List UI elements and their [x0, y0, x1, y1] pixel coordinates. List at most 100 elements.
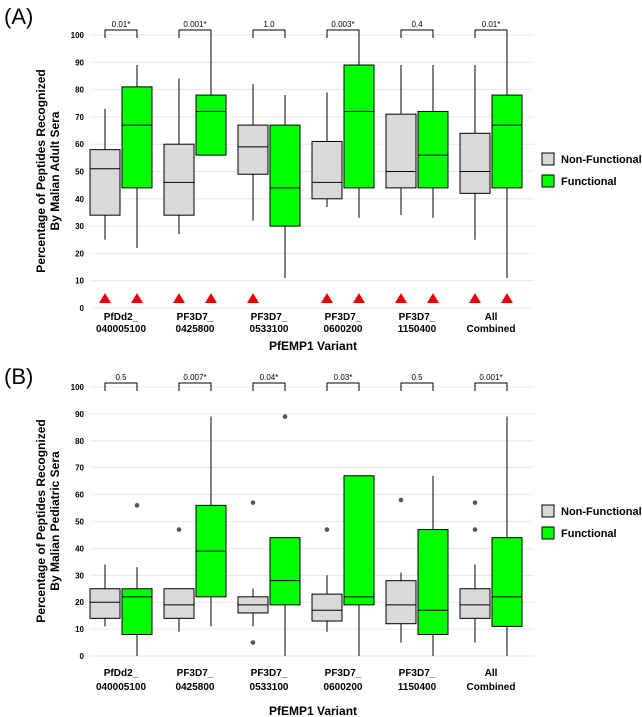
outlier-point [472, 500, 478, 505]
x-category-label: 1150400 [398, 682, 437, 693]
box-functional [269, 124, 301, 227]
y-tick-label: 40 [75, 195, 84, 204]
box-non-functional [459, 588, 491, 619]
legend-swatch [541, 174, 555, 188]
y-tick-label: 100 [71, 31, 85, 40]
y-tick-label: 90 [75, 58, 84, 67]
x-category-label: PF3D7_ [325, 668, 362, 679]
panel-b: (B) 0 10 20 30 40 50 60 70 80 90 100 0.5 0.007* 0.04* 0… [4, 364, 642, 717]
x-category-label: All [485, 668, 498, 679]
box-functional [121, 588, 153, 635]
y-axis-title: By Malian Pediatric Sera [48, 451, 62, 591]
x-category-label: 0600200 [324, 324, 363, 335]
x-category-label: 0600200 [324, 682, 363, 693]
x-category-label: 0533100 [250, 682, 289, 693]
box-functional [491, 537, 523, 627]
p-value-label: 0.04* [260, 373, 279, 382]
p-value-label: 0.007* [183, 373, 206, 382]
red-triangle-marker [469, 293, 481, 303]
significance-bracket [326, 382, 360, 391]
x-category-label: PfDd2_ [104, 312, 139, 323]
red-triangle-marker [205, 293, 217, 303]
box-non-functional [311, 593, 343, 622]
x-category-label: 0425800 [176, 324, 215, 335]
panel-label: (A) [4, 4, 33, 29]
x-category-label: PF3D7_ [177, 668, 214, 679]
y-tick-label: 70 [75, 113, 84, 122]
box-functional [491, 94, 523, 189]
significance-bracket [400, 29, 434, 38]
p-value-label: 0.5 [411, 373, 423, 382]
box-non-functional [163, 588, 195, 619]
x-category-label: PF3D7_ [251, 668, 288, 679]
legend-label: Non-Functional [561, 154, 642, 166]
box-functional [417, 529, 449, 635]
x-category-label: PF3D7_ [325, 312, 362, 323]
significance-bracket [252, 382, 286, 391]
y-tick-label: 90 [75, 410, 84, 419]
x-category-label: 1150400 [398, 324, 437, 335]
y-tick-label: 20 [75, 249, 84, 258]
significance-bracket [326, 29, 360, 38]
box-non-functional [237, 124, 269, 175]
box-functional [343, 64, 375, 189]
p-value-label: 0.003* [331, 20, 354, 29]
outlier-point [134, 503, 140, 508]
red-triangle-marker [247, 293, 259, 303]
significance-bracket [400, 382, 434, 391]
box-non-functional [163, 143, 195, 216]
box-functional [343, 475, 375, 606]
p-value-label: 0.03* [334, 373, 353, 382]
outlier-point [250, 500, 256, 505]
outlier-point [176, 527, 182, 532]
y-axis-title: Percentage of Peptides Recognized [34, 419, 48, 622]
red-triangle-marker [353, 293, 365, 303]
y-tick-label: 20 [75, 598, 84, 607]
x-category-label: PF3D7_ [251, 312, 288, 323]
y-tick-label: 10 [75, 625, 84, 634]
y-tick-label: 40 [75, 544, 84, 553]
y-tick-label: 50 [75, 518, 84, 527]
box-functional [417, 110, 449, 189]
box-non-functional [89, 588, 121, 619]
significance-bracket [474, 382, 508, 391]
significance-bracket [104, 382, 138, 391]
p-value-label: 0.4 [411, 20, 423, 29]
red-triangle-marker [321, 293, 333, 303]
box-non-functional [89, 149, 121, 216]
x-category-label: Combined [467, 682, 516, 693]
y-tick-label: 50 [75, 168, 84, 177]
legend-swatch [541, 152, 555, 166]
outlier-point [324, 527, 330, 532]
y-tick-label: 0 [80, 304, 85, 313]
box-non-functional [311, 140, 343, 200]
panel-a: (A) 0 10 20 30 40 50 60 70 80 90 100 0.01* 0.001* 1.0 0… [4, 4, 642, 353]
p-value-label: 0.01* [112, 20, 131, 29]
red-triangle-marker [395, 293, 407, 303]
red-triangle-marker [501, 293, 513, 303]
legend-swatch [541, 526, 555, 540]
y-tick-label: 80 [75, 437, 84, 446]
outlier-point [472, 527, 478, 532]
y-tick-label: 60 [75, 140, 84, 149]
box-non-functional [385, 580, 417, 625]
y-tick-label: 80 [75, 86, 84, 95]
legend-label: Functional [561, 176, 617, 188]
outlier-point [398, 497, 404, 503]
y-tick-label: 30 [75, 222, 84, 231]
significance-bracket [104, 29, 138, 38]
p-value-label: 0.01* [482, 20, 501, 29]
box-non-functional [385, 113, 417, 189]
box-functional [121, 86, 153, 189]
p-value-label: 0.001* [183, 20, 206, 29]
x-axis-title: PfEMP1 Variant [269, 339, 357, 353]
red-triangle-marker [427, 293, 439, 303]
y-axis-title: Percentage of Peptides Recognized [34, 69, 48, 272]
red-triangle-marker [99, 293, 111, 303]
x-axis-title: PfEMP1 Variant [269, 704, 357, 717]
p-value-label: 0.001* [479, 373, 502, 382]
y-tick-label: 100 [71, 383, 85, 392]
x-category-label: 0533100 [250, 324, 289, 335]
p-value-label: 1.0 [263, 20, 275, 29]
y-axis-title: By Malian Adult Sera [48, 111, 62, 230]
